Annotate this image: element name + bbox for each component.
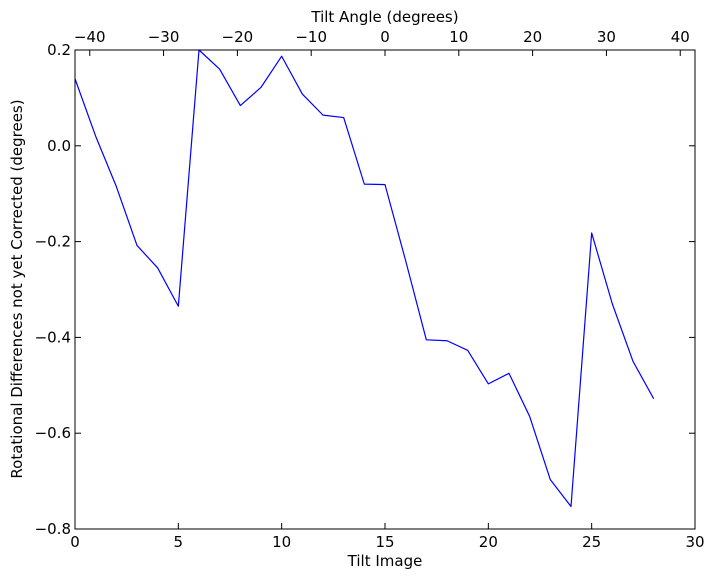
x-tick-label: 5 bbox=[174, 533, 184, 551]
series-layer bbox=[74, 49, 655, 508]
x-tick-label: 15 bbox=[375, 533, 394, 551]
y-tick-label: −0.4 bbox=[35, 328, 71, 346]
y-tick-label: −0.6 bbox=[35, 424, 71, 442]
plot-frame bbox=[74, 49, 696, 530]
top-x-tick-label: 10 bbox=[449, 28, 468, 46]
top-x-tick-label: −20 bbox=[222, 28, 254, 46]
top-x-tick-label: 20 bbox=[523, 28, 542, 46]
top-x-tick-label: 30 bbox=[597, 28, 616, 46]
y-axis-title: Rotational Differences not yet Corrected… bbox=[8, 99, 26, 478]
top-x-tick-label: 40 bbox=[671, 28, 690, 46]
x-axis-title: Tilt Image bbox=[347, 552, 423, 570]
top-x-tick-label: −30 bbox=[148, 28, 180, 46]
x-tick-label: 0 bbox=[70, 533, 80, 551]
series-line-0 bbox=[74, 49, 655, 508]
top-x-tick-label: −40 bbox=[74, 28, 106, 46]
ticks-layer: 0 5 10 15 20 25 30 −40 −30 −20 −10 0 10 20 30 40 0.2 0.0 −… bbox=[35, 28, 705, 551]
x-tick-label: 30 bbox=[685, 533, 704, 551]
top-x-tick-label: 0 bbox=[380, 28, 390, 46]
x-tick-label: 10 bbox=[272, 533, 291, 551]
x-tick-label: 20 bbox=[479, 533, 498, 551]
plot-area bbox=[75, 50, 695, 529]
top-x-axis-title: Tilt Angle (degrees) bbox=[310, 8, 458, 26]
top-x-tick-label: −10 bbox=[295, 28, 327, 46]
y-tick-label: 0.2 bbox=[47, 41, 71, 59]
y-tick-label: −0.8 bbox=[35, 520, 71, 538]
y-tick-label: 0.0 bbox=[47, 137, 71, 155]
y-tick-label: −0.2 bbox=[35, 233, 71, 251]
x-tick-label: 25 bbox=[582, 533, 601, 551]
